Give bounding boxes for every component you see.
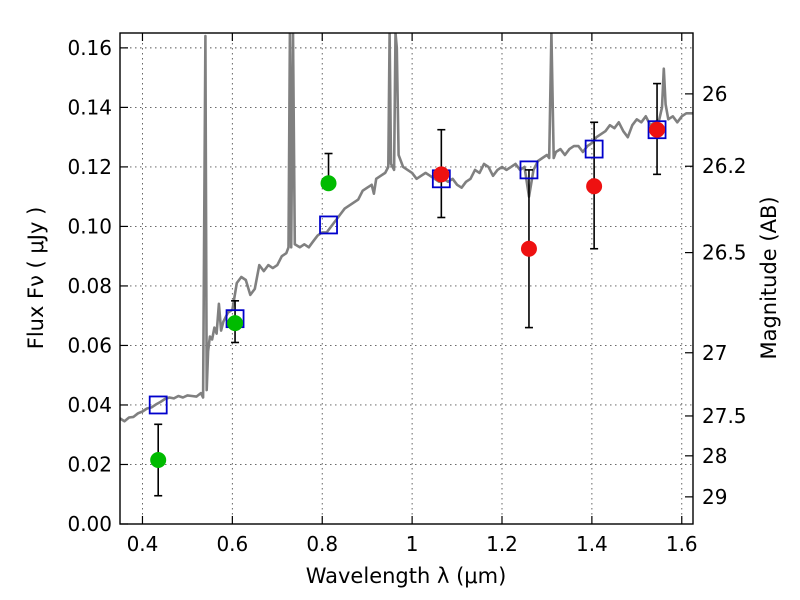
x-tick-label: 1 <box>406 532 419 556</box>
axes-ticks: 0.4 0.6 0.8 1 1.2 1.4 1.6 0.00 0.02 0.04 0.06 0.08 0… <box>67 33 747 556</box>
plot-area <box>120 33 693 497</box>
y-tick-label: 0.04 <box>67 393 112 417</box>
x-axis-label: Wavelength λ (μm) <box>306 564 507 588</box>
y2-tick-label: 28 <box>702 444 727 468</box>
model-photometry-square <box>319 215 338 235</box>
y-tick-label: 0.08 <box>67 274 112 298</box>
y2-tick-label: 27.5 <box>702 404 747 428</box>
red-data-point <box>520 240 537 257</box>
model-photometry-square <box>647 120 667 140</box>
y-tick-label: 0.06 <box>67 333 112 357</box>
x-tick-label: 0.6 <box>216 532 248 556</box>
y-tick-label: 0.00 <box>67 512 112 536</box>
x-tick-label: 1.2 <box>486 532 518 556</box>
y-tick-label: 0.02 <box>67 452 112 476</box>
red-data-point <box>649 121 666 138</box>
y2-tick-label: 26.5 <box>702 241 747 265</box>
y-tick-label: 0.12 <box>67 155 112 179</box>
red-data-point <box>433 166 450 183</box>
red-data-point <box>586 178 603 195</box>
y2-tick-label: 26 <box>702 82 727 106</box>
y-axis-label: Flux Fν ( μJy ) <box>24 207 48 350</box>
x-tick-label: 0.8 <box>306 532 338 556</box>
plot-frame <box>119 32 694 525</box>
y-tick-label: 0.16 <box>67 36 112 60</box>
green-data-point <box>150 452 167 469</box>
x-tick-label: 1.4 <box>576 532 608 556</box>
model-photometry-square <box>519 160 539 180</box>
y-tick-label: 0.14 <box>67 95 112 119</box>
model-photometry-square <box>584 139 604 159</box>
model-photometry-square <box>148 395 168 415</box>
y2-tick-label: 26.2 <box>702 154 747 178</box>
y2-axis-label: Magnitude (AB) <box>757 196 781 359</box>
y2-tick-label: 29 <box>702 485 727 509</box>
green-data-point <box>320 175 337 192</box>
green-data-point <box>227 315 244 332</box>
x-tick-label: 0.4 <box>127 532 159 556</box>
model-spectrum-line <box>120 33 693 423</box>
y2-tick-label: 27 <box>702 341 727 365</box>
x-tick-label: 1.6 <box>666 532 698 556</box>
y-tick-label: 0.10 <box>67 214 112 238</box>
